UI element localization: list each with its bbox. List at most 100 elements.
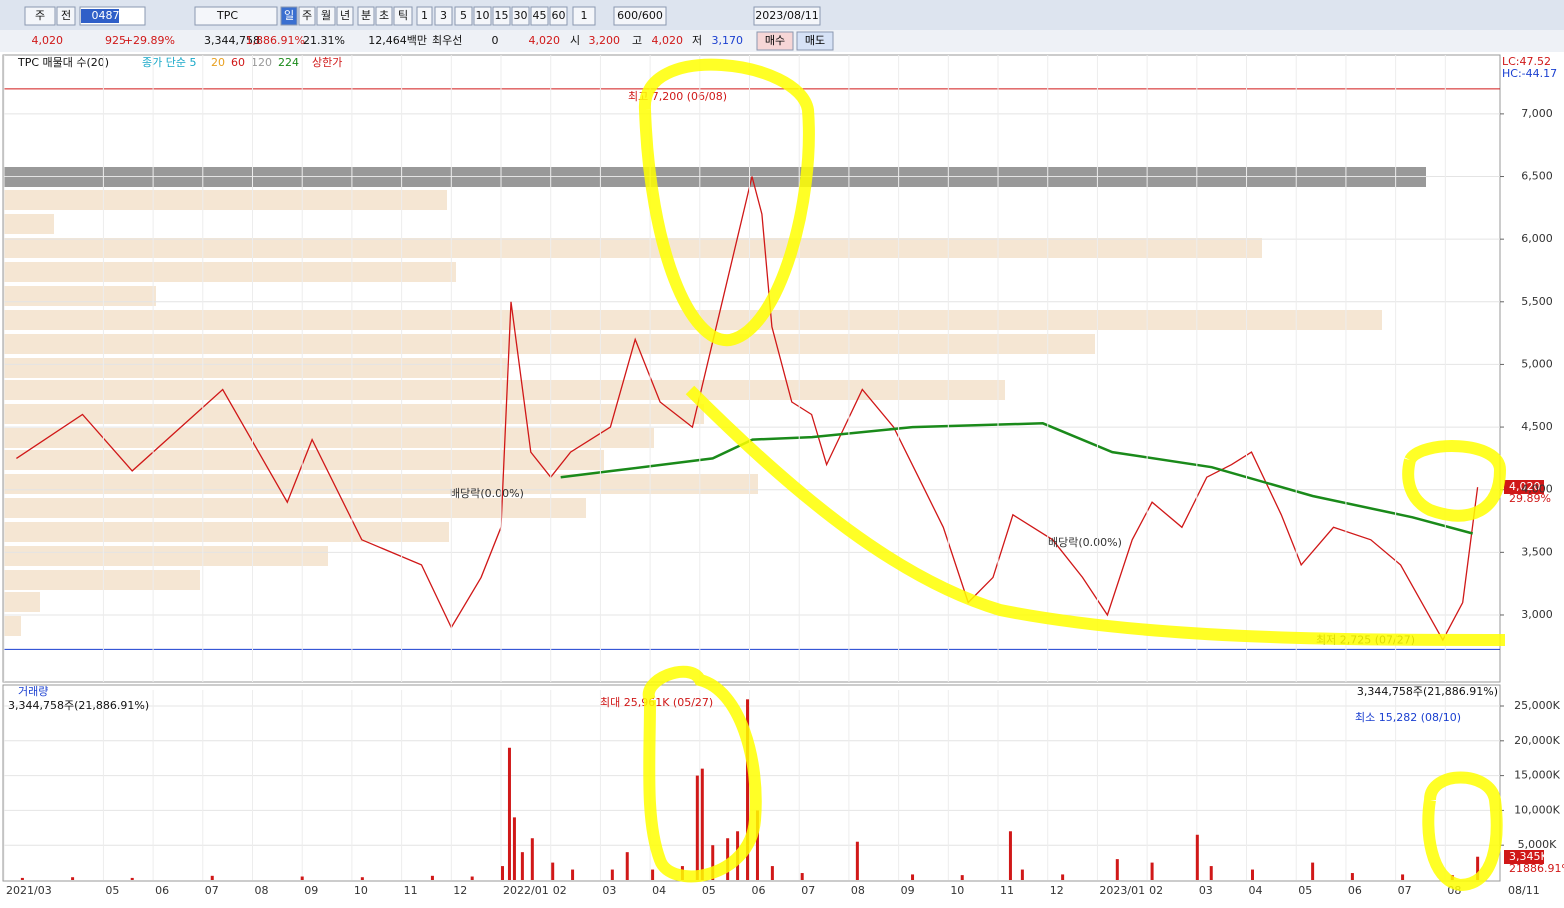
volume-bar xyxy=(800,873,804,880)
toolbar-label: 일 xyxy=(284,8,294,22)
toolbar-label: 초 xyxy=(379,9,389,22)
side-label: 21886.91% xyxy=(1509,862,1564,875)
toolbar-button[interactable] xyxy=(56,6,76,26)
toolbar-button[interactable] xyxy=(316,6,336,26)
y-tick-label: 4,000 xyxy=(1521,483,1553,496)
toolbar-button[interactable] xyxy=(416,6,433,26)
side-label: 29.89% xyxy=(1509,492,1551,505)
toolbar-button[interactable] xyxy=(613,6,667,26)
highlight-stroke xyxy=(685,385,1506,646)
info-value: 최우선 xyxy=(432,34,462,47)
info-value: 3,344,758 xyxy=(204,34,260,47)
info-value: 4,020 xyxy=(529,34,561,47)
toolbar-label: 60 xyxy=(552,9,566,22)
toolbar-button[interactable] xyxy=(530,6,549,26)
info-value: 21.31% xyxy=(303,34,345,47)
volume-bar xyxy=(551,862,555,880)
volume-bar xyxy=(755,810,759,880)
x-tick-label: 2022/01 xyxy=(503,884,549,897)
volume-bar xyxy=(770,866,774,880)
y-tick-label: 20,000K xyxy=(1514,734,1560,747)
order-label[interactable]: 매도 xyxy=(805,34,825,47)
volume-bar xyxy=(1195,834,1199,880)
y-tick-label: 6,000 xyxy=(1521,232,1553,245)
toolbar-label: 1 xyxy=(581,9,588,22)
info-value: 12,464백만 xyxy=(368,34,427,47)
volume-bar xyxy=(1209,866,1213,880)
x-tick-label: 05 xyxy=(105,884,119,897)
x-tick-label: 08 xyxy=(851,884,865,897)
info-value: 4,020 xyxy=(652,34,684,47)
toolbar-label: 15 xyxy=(495,9,509,22)
volume-bar xyxy=(855,841,859,880)
side-label: 4,020 xyxy=(1509,480,1541,493)
side-label: 3,345K xyxy=(1509,850,1548,863)
toolbar-button[interactable] xyxy=(194,6,278,26)
toolbar-label: 1 xyxy=(421,9,428,22)
y-tick-label: 25,000K xyxy=(1514,699,1560,712)
toolbar-button[interactable] xyxy=(393,6,413,26)
volume-bar xyxy=(1115,859,1119,880)
side-label: LC:47.52 xyxy=(1502,55,1551,68)
volume-bar xyxy=(1350,873,1354,880)
legend-item: TPC 매물대 수(20) xyxy=(17,56,109,69)
toolbar-button[interactable] xyxy=(336,6,354,26)
info-value: 3,200 xyxy=(589,34,621,47)
toolbar-button[interactable] xyxy=(511,6,530,26)
toolbar-label: 30 xyxy=(514,9,528,22)
volume-bar xyxy=(911,874,915,880)
toolbar-button[interactable] xyxy=(24,6,56,26)
order-label[interactable]: 매수 xyxy=(765,34,785,47)
x-tick-label: 2021/03 xyxy=(6,884,52,897)
price-frame xyxy=(2,54,1501,683)
toolbar-label: 주 xyxy=(35,9,45,22)
volume-title: 거래량 xyxy=(18,685,48,698)
toolbar-button[interactable] xyxy=(375,6,393,26)
toolbar-button[interactable] xyxy=(473,6,492,26)
volume-bar xyxy=(210,875,214,880)
volume-bar xyxy=(71,877,75,880)
toolbar-label: 10 xyxy=(476,9,490,22)
toolbar-label: 전 xyxy=(61,9,71,22)
toolbar-label: 048770 xyxy=(92,9,134,22)
price-line xyxy=(16,176,1479,642)
legend-item: 종가 단순 5 xyxy=(142,56,196,69)
order-button[interactable] xyxy=(756,31,794,51)
volume-bar xyxy=(507,747,511,880)
toolbar-button[interactable] xyxy=(549,6,568,26)
x-tick-label: 06 xyxy=(752,884,766,897)
volume-bar xyxy=(430,875,434,880)
toolbar-button[interactable] xyxy=(454,6,473,26)
x-tick-label: 05 xyxy=(702,884,716,897)
volume-bar xyxy=(1020,869,1024,880)
toolbar-button[interactable] xyxy=(298,6,316,26)
toolbar-label: 분 xyxy=(361,9,371,22)
x-tick-label: 2023/01 xyxy=(1099,884,1145,897)
toolbar-button[interactable] xyxy=(572,6,596,26)
y-tick-label: 6,500 xyxy=(1521,170,1553,183)
toolbar-label: 600/600 xyxy=(617,9,663,22)
y-tick-label: 3,500 xyxy=(1521,545,1553,558)
order-button[interactable] xyxy=(796,31,834,51)
volume-bar xyxy=(960,875,964,880)
toolbar-button[interactable] xyxy=(434,6,453,26)
y-tick-label: 4,500 xyxy=(1521,420,1553,433)
toolbar-label: 틱 xyxy=(398,9,408,22)
toolbar-button[interactable] xyxy=(357,6,375,26)
toolbar-button[interactable] xyxy=(280,6,298,26)
toolbar-button[interactable] xyxy=(492,6,511,26)
x-tick-label: 02 xyxy=(553,884,567,897)
annotation: 배당락(0.00%) xyxy=(1048,536,1122,549)
volume-bar xyxy=(651,869,655,880)
legend-item: 상한가 xyxy=(312,56,342,69)
volume-bar xyxy=(1401,874,1405,880)
x-tick-label: 12 xyxy=(453,884,467,897)
x-tick-label: 05 xyxy=(1298,884,1312,897)
volume-bar xyxy=(130,877,134,880)
toolbar-button[interactable] xyxy=(753,6,821,26)
x-tick-label: 06 xyxy=(1348,884,1362,897)
volume-bar xyxy=(571,869,575,880)
x-tick-label: 09 xyxy=(901,884,915,897)
x-tick-label: 12 xyxy=(1050,884,1064,897)
x-tick-label: 10 xyxy=(354,884,368,897)
